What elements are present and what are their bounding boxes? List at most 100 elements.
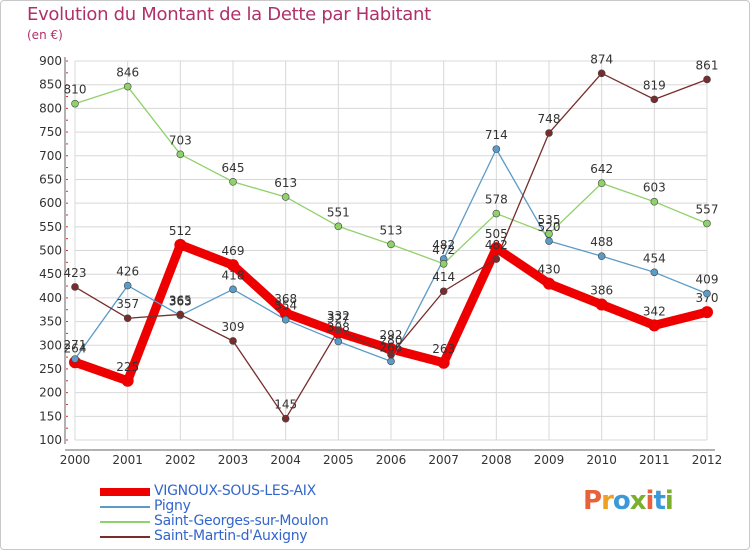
data-point	[597, 179, 606, 188]
data-label: 309	[222, 320, 245, 334]
data-label: 271	[64, 338, 87, 352]
data-point	[545, 230, 553, 238]
data-point	[545, 129, 553, 137]
y-tick-label: 500	[39, 244, 62, 258]
y-tick-label: 100	[39, 433, 62, 447]
data-point	[387, 240, 395, 249]
x-tick-label: 2011	[639, 453, 670, 467]
data-label: 386	[590, 284, 613, 298]
data-point	[650, 268, 659, 277]
y-tick-label: 750	[39, 125, 62, 139]
legend-swatch	[100, 536, 150, 538]
data-label: 512	[169, 224, 192, 238]
legend-item: Saint-Martin-d'Auxigny	[100, 528, 400, 544]
x-tick-label: 2001	[112, 453, 143, 467]
data-label: 332	[327, 309, 350, 323]
data-label: 454	[643, 251, 666, 265]
data-point	[123, 82, 132, 91]
data-point	[281, 315, 290, 324]
y-tick-label: 650	[39, 172, 62, 186]
x-tick-label: 2010	[586, 453, 617, 467]
x-tick-label: 2012	[692, 453, 723, 467]
x-tick-label: 2004	[270, 453, 301, 467]
data-point	[650, 197, 659, 206]
data-point	[334, 222, 343, 231]
data-label: 414	[432, 270, 455, 284]
data-point	[123, 314, 132, 323]
data-label: 266	[380, 340, 403, 354]
data-label: 810	[64, 83, 87, 97]
data-label: 263	[432, 342, 455, 356]
x-tick-label: 2000	[60, 453, 91, 467]
data-label: 368	[274, 292, 297, 306]
data-label: 748	[538, 112, 561, 126]
data-label: 426	[116, 265, 139, 279]
legend-item: Pigny	[100, 498, 400, 514]
x-tick-label: 2005	[323, 453, 354, 467]
data-label: 423	[64, 266, 87, 280]
data-point	[703, 75, 711, 84]
data-point	[71, 283, 79, 291]
data-point	[492, 255, 501, 263]
data-label: 418	[222, 268, 245, 282]
data-label: 846	[116, 66, 139, 80]
data-point	[439, 287, 448, 296]
data-point	[385, 343, 397, 356]
data-label: 342	[643, 304, 666, 318]
data-label: 557	[696, 202, 719, 216]
data-label: 225	[116, 360, 139, 374]
data-label: 327	[327, 311, 350, 325]
legend-label: Pigny	[154, 498, 191, 514]
data-point	[703, 219, 711, 228]
data-label: 430	[538, 263, 561, 277]
y-tick-label: 150	[39, 409, 62, 423]
data-point	[71, 355, 79, 363]
legend-item: VIGNOUX-SOUS-LES-AIX	[100, 483, 400, 499]
data-label: 370	[696, 291, 719, 305]
data-label: 292	[380, 328, 403, 342]
y-tick-label: 450	[39, 267, 62, 281]
y-tick-label: 900	[39, 54, 62, 68]
legend-item: Saint-Georges-sur-Moulon	[100, 513, 400, 529]
y-tick-label: 700	[39, 149, 62, 163]
data-point	[281, 193, 290, 201]
chart-subtitle: (en €)	[27, 28, 63, 42]
data-point	[227, 259, 239, 272]
data-label: 874	[590, 52, 613, 66]
x-tick-label: 2008	[481, 453, 512, 467]
data-point	[439, 259, 448, 268]
data-label: 819	[643, 78, 666, 92]
legend-swatch	[100, 506, 150, 508]
data-label: 409	[696, 273, 719, 287]
x-tick-label: 2002	[165, 453, 196, 467]
data-point	[176, 150, 185, 159]
x-tick-label: 2003	[218, 453, 249, 467]
data-point	[123, 281, 132, 290]
data-label: 551	[327, 205, 350, 219]
data-point	[437, 356, 450, 369]
data-point	[176, 310, 185, 319]
data-label: 472	[432, 243, 455, 257]
data-point	[229, 285, 237, 294]
data-label: 363	[169, 294, 192, 308]
data-point	[279, 307, 292, 320]
data-label: 354	[274, 299, 297, 313]
legend-swatch	[100, 521, 150, 523]
data-label: 703	[169, 133, 192, 147]
legend-label: Saint-Martin-d'Auxigny	[154, 528, 308, 544]
data-point	[334, 326, 343, 334]
y-tick-label: 800	[39, 101, 62, 115]
data-label: 642	[590, 162, 613, 176]
data-label: 505	[485, 227, 508, 241]
data-label: 513	[380, 223, 403, 237]
data-point	[229, 337, 237, 345]
data-label: 280	[380, 334, 403, 348]
data-point	[597, 252, 606, 260]
data-label: 613	[274, 176, 297, 190]
data-label: 861	[696, 58, 719, 72]
data-point	[545, 237, 553, 245]
legend-label: VIGNOUX-SOUS-LES-AIX	[154, 483, 316, 499]
data-point	[71, 99, 79, 108]
y-tick-label: 400	[39, 291, 62, 305]
